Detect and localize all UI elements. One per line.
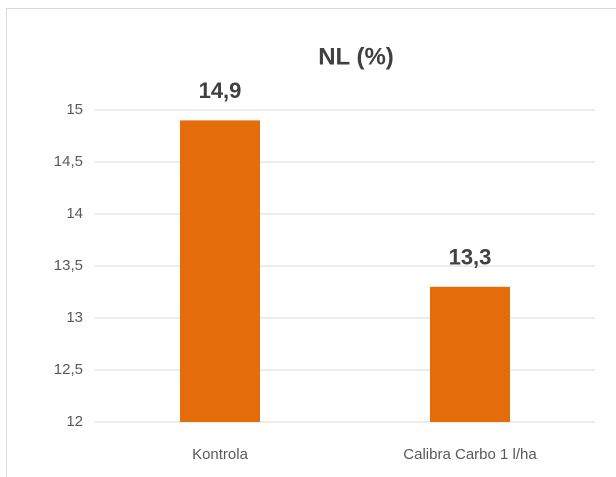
- data-label: 14,9: [199, 78, 242, 103]
- chart-title: NL (%): [318, 43, 394, 70]
- x-tick-label: Kontrola: [192, 446, 249, 463]
- y-tick-label: 12,5: [54, 361, 83, 378]
- bar: [430, 286, 510, 422]
- y-tick-label: 13: [66, 309, 83, 326]
- y-tick-label: 14,5: [54, 153, 83, 170]
- y-tick-label: 14: [66, 205, 83, 222]
- data-label: 13,3: [449, 245, 492, 270]
- y-tick-label: 12: [66, 413, 83, 430]
- x-tick-label: Calibra Carbo 1 l/ha: [403, 446, 537, 463]
- y-tick-label: 15: [66, 101, 83, 118]
- chart-frame: [6, 8, 616, 477]
- y-tick-label: 13,5: [54, 257, 83, 274]
- bar: [180, 120, 260, 423]
